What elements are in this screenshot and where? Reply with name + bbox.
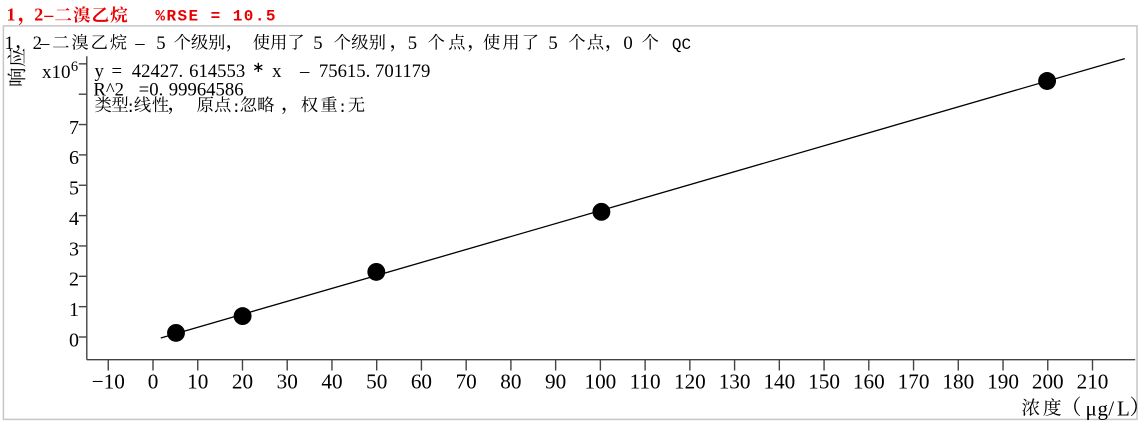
- svg-text:1: 1: [7, 5, 16, 25]
- svg-text:3: 3: [69, 238, 79, 260]
- svg-text:0: 0: [69, 329, 79, 351]
- svg-text:2: 2: [33, 33, 42, 54]
- svg-text:40: 40: [321, 370, 342, 394]
- svg-text:6: 6: [71, 59, 78, 75]
- svg-text:1: 1: [5, 33, 14, 54]
- svg-text:20: 20: [232, 370, 253, 394]
- svg-text:210: 210: [1077, 370, 1109, 394]
- svg-text:–: –: [134, 33, 145, 54]
- svg-text:2: 2: [34, 5, 43, 25]
- svg-text:5: 5: [156, 33, 165, 54]
- svg-text:10: 10: [187, 370, 208, 394]
- svg-text:150: 150: [808, 370, 840, 394]
- svg-text:42427.: 42427.: [132, 61, 183, 82]
- svg-text:80: 80: [500, 370, 521, 394]
- svg-text:%RSE = 10.5: %RSE = 10.5: [155, 8, 277, 26]
- svg-text:/: /: [1108, 396, 1114, 420]
- svg-text:2: 2: [69, 269, 79, 291]
- svg-text:30: 30: [277, 370, 298, 394]
- svg-text:−10: −10: [92, 370, 125, 394]
- svg-text:180: 180: [942, 370, 974, 394]
- svg-text::: :: [338, 99, 348, 117]
- svg-text:5: 5: [69, 178, 79, 200]
- svg-text:–: –: [39, 33, 50, 54]
- svg-text:5: 5: [548, 33, 557, 54]
- svg-text:4: 4: [69, 208, 79, 230]
- svg-text:50: 50: [366, 370, 387, 394]
- svg-text:g: g: [1098, 396, 1109, 420]
- svg-text:L: L: [1117, 396, 1130, 420]
- svg-text:y: y: [95, 61, 105, 82]
- svg-text:0.: 0.: [149, 79, 163, 100]
- svg-text:701179: 701179: [375, 61, 430, 82]
- svg-text::: :: [232, 99, 242, 117]
- svg-text:70: 70: [456, 370, 477, 394]
- svg-text:110: 110: [630, 370, 661, 394]
- svg-text:5: 5: [408, 33, 417, 54]
- svg-text:0: 0: [623, 33, 632, 54]
- svg-text:–: –: [299, 61, 310, 82]
- svg-text:QC: QC: [672, 36, 691, 54]
- svg-text:190: 190: [987, 370, 1019, 394]
- svg-text:–: –: [43, 5, 54, 25]
- svg-text:=: =: [112, 61, 123, 82]
- svg-text:130: 130: [719, 370, 751, 394]
- svg-text:7: 7: [69, 117, 79, 139]
- svg-text:90: 90: [545, 370, 566, 394]
- svg-text:R^2: R^2: [93, 79, 124, 100]
- svg-text:x: x: [272, 61, 282, 82]
- svg-text:140: 140: [763, 370, 795, 394]
- svg-text:5: 5: [313, 33, 322, 54]
- svg-text:160: 160: [853, 370, 885, 394]
- svg-text:6: 6: [69, 147, 79, 169]
- svg-text:=: =: [139, 79, 150, 100]
- svg-text:x10: x10: [42, 62, 71, 83]
- svg-text:200: 200: [1032, 370, 1064, 394]
- svg-text::: :: [126, 99, 136, 117]
- svg-text:1: 1: [69, 299, 79, 321]
- svg-text:60: 60: [411, 370, 432, 394]
- svg-text:170: 170: [898, 370, 930, 394]
- svg-text:99964586: 99964586: [169, 79, 244, 100]
- svg-text:100: 100: [584, 370, 616, 394]
- svg-text:614553: 614553: [189, 61, 245, 82]
- svg-text:μ: μ: [1086, 396, 1097, 420]
- svg-text:75615.: 75615.: [319, 61, 370, 82]
- svg-text:0: 0: [148, 370, 159, 394]
- svg-text:120: 120: [674, 370, 706, 394]
